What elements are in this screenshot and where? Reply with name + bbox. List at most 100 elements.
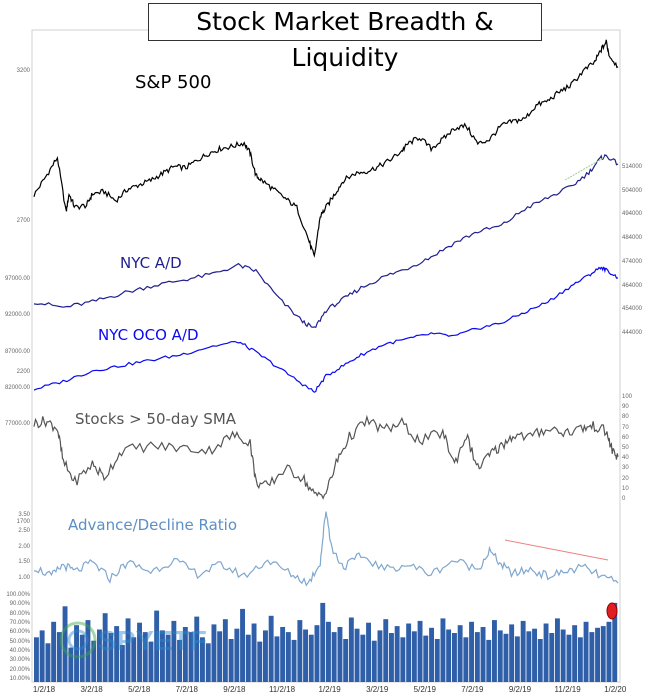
volume-bar [440,618,446,682]
watermark-text: SPYETF [98,625,207,656]
volume-bar [480,627,486,682]
y-tick-volume: 50.00% [9,638,30,645]
volume-bar [142,632,148,682]
volume-bar [245,634,251,682]
y-tick-adratio: 1.00 [18,575,30,581]
volume-bar [600,626,606,682]
volume-bar [131,637,137,682]
volume-bar [583,621,589,682]
y-tick-volume: 100.00% [6,592,30,598]
volume-bar [308,634,314,682]
volume-bar [56,632,62,682]
volume-bar [234,628,240,682]
volume-bar [303,629,308,682]
y-tick-volume: 70.00% [9,620,30,626]
y-tick-stocks50: 100 [622,394,633,400]
volume-bar [205,643,211,682]
x-tick-label: 5/2/18 [128,685,151,694]
y-tick-volume: 80.00% [9,610,30,617]
y-tick-volume: 20.00% [9,666,30,673]
y-tick-stocks50: 60 [622,434,629,441]
volume-bar [595,627,600,682]
y-tick-adratio: 1.50 [18,559,30,566]
y-tick-nyc-oco: 82000.00 [4,384,30,391]
volume-bar [400,637,406,682]
volume-bar [343,639,349,682]
volume-bar [97,629,102,682]
label-nyc-ad: NYC A/D [120,254,182,272]
volume-bar [612,602,618,682]
y-tick-volume: 40.00% [9,648,30,654]
volume-bar [543,623,549,682]
y-tick-stocks50: 70 [622,424,629,431]
chart-title: Stock Market Breadth & Liquidity [148,3,542,72]
volume-bar [211,624,217,682]
x-tick-label: 9/2/18 [223,685,246,694]
y-tick-stocks50: 0 [622,496,626,502]
volume-bar [497,630,503,682]
y-tick-stocks50: 80 [622,414,629,421]
volume-bar [194,616,200,682]
x-tick-label: 7/2/19 [461,685,484,694]
volume-bar [429,627,434,682]
y-tick-stocks50: 20 [622,475,629,482]
volume-bar [555,618,560,682]
x-tick-label: 7/2/18 [175,685,198,694]
volume-bar [85,620,91,682]
volume-bar [102,613,108,682]
y-tick-nyc-ad: 494000 [622,211,643,218]
volume-bar [188,632,194,682]
volume-bar [79,634,85,682]
volume-bar [532,628,537,682]
volume-bar [171,620,177,682]
volume-bar [560,629,566,682]
x-tick-label: 1/2/18 [32,685,56,694]
trendline-ad [564,156,606,181]
volume-bar [285,632,291,682]
label-adratio: Advance/Decline Ratio [68,516,237,534]
x-tick-label: 11/2/19 [554,685,581,694]
volume-bar [383,619,389,682]
volume-bar [314,625,320,682]
y-tick-nyc-ad: 504000 [622,187,643,194]
volume-bar [537,639,543,682]
y-tick-volume: 10.00% [9,676,30,682]
volume-bar [291,639,297,682]
volume-bar [177,639,182,682]
y-tick-sp500: 1700 [16,519,30,525]
volume-bar [125,618,131,682]
volume-bar [268,615,274,682]
volume-bar [137,622,142,682]
volume-bar [74,625,79,682]
series-lines [33,39,619,587]
y-tick-adratio: 2.50 [18,527,30,534]
volume-bar [34,637,39,682]
volume-bar [509,624,515,682]
label-stocks50: Stocks > 50-day SMA [75,410,237,428]
volume-bar [119,645,125,682]
volume-bar [577,637,583,682]
y-tick-nyc-ad: 484000 [622,235,643,242]
volume-bar [39,630,45,682]
y-tick-stocks50: 30 [622,465,629,472]
series-line-2 [33,153,619,329]
label-sp500: S&P 500 [135,72,212,93]
volume-bar [520,620,526,682]
volume-bar [148,641,154,682]
volume-bar [62,606,68,682]
y-tick-nyc-ad: 474000 [622,258,643,265]
y-tick-stocks50: 10 [622,485,629,492]
volume-bar [257,641,263,682]
volume-bar [217,631,223,682]
label-nyc-oco: NYC OCO A/D [98,326,199,344]
series-line-1 [33,39,619,258]
y-tick-volume: 60.00% [9,629,30,636]
y-tick-adratio: 2.00 [18,543,30,550]
x-tick-label: 9/2/19 [508,685,532,694]
y-tick-volume: 30.00% [9,657,30,664]
series-line-5 [33,511,619,587]
y-tick-nyc-oco: 92000.00 [4,312,30,319]
volume-bar [514,636,520,682]
volume-bar [68,647,74,682]
